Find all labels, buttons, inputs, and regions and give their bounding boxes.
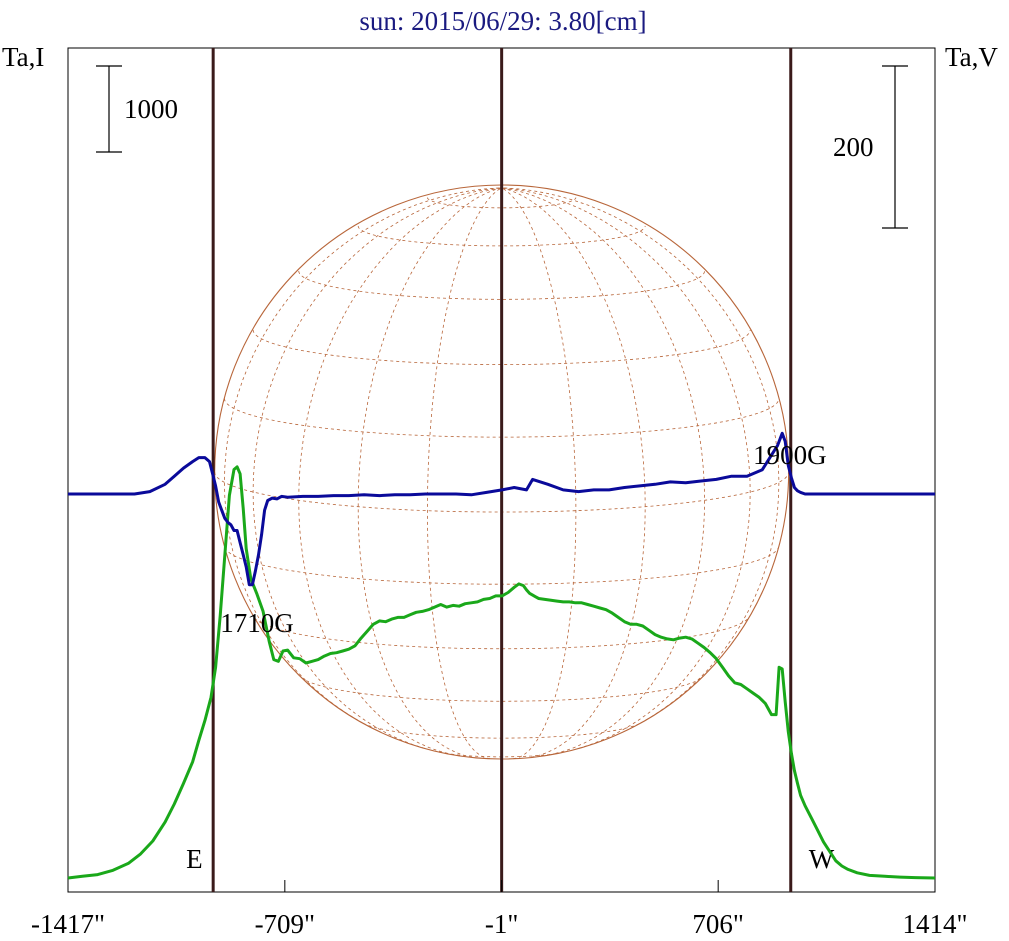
intensity-line xyxy=(67,465,936,880)
meridian-line xyxy=(426,187,502,760)
x-tick-label: -1" xyxy=(485,909,519,939)
annotation-label: 1710G xyxy=(220,608,294,638)
parallel-line xyxy=(357,225,646,247)
left-axis-label: Ta,I xyxy=(2,42,44,72)
x-tick-label: 1414" xyxy=(902,909,967,939)
x-axis-ticks: -1417" -709" -1" 706" 1414" xyxy=(31,880,968,939)
x-tick-label: -709" xyxy=(255,909,316,939)
limb-label: E xyxy=(186,844,203,874)
parallel-line xyxy=(224,398,780,438)
meridian-line xyxy=(501,187,780,724)
x-tick-label: 706" xyxy=(692,909,744,939)
scale-bar-intensity: 1000 xyxy=(96,65,178,153)
polarization-line xyxy=(68,431,935,587)
chart-title: sun: 2015/06/29: 3.80[cm] xyxy=(359,6,646,36)
x-tick-label: -1417" xyxy=(31,909,105,939)
annotation-label: 1900G xyxy=(753,440,827,470)
series-group xyxy=(67,431,936,880)
parallel-line xyxy=(298,270,705,300)
meridian-line xyxy=(501,187,706,757)
meridian-line xyxy=(298,187,502,757)
meridian-line xyxy=(501,187,646,758)
right-axis-label: Ta,V xyxy=(945,42,998,72)
scale-bar-polarization: 200 xyxy=(833,65,908,229)
parallel-line xyxy=(427,197,577,209)
limb-label: W xyxy=(809,844,835,874)
meridian-line xyxy=(501,187,751,749)
parallel-line xyxy=(300,677,703,702)
meridian-line xyxy=(501,187,577,760)
meridian-line xyxy=(252,187,502,749)
scale-bar-polarization-label: 200 xyxy=(833,132,874,162)
annotations: 1710G 1900G xyxy=(220,440,826,638)
scale-bar-intensity-label: 1000 xyxy=(124,94,178,124)
parallel-line xyxy=(254,617,750,650)
meridian-line xyxy=(357,187,502,758)
meridian-line xyxy=(223,187,502,724)
